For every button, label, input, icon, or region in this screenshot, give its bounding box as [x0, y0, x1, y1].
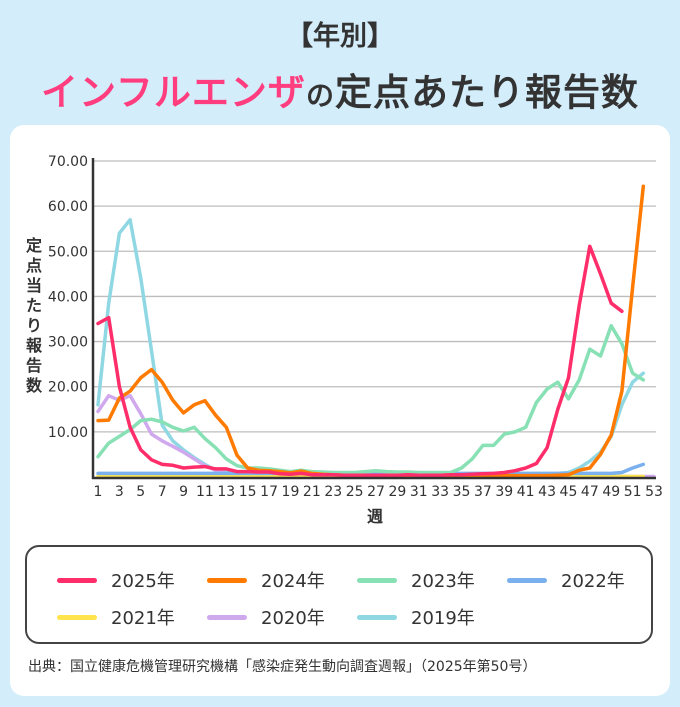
x-tick-label: 11: [196, 484, 214, 500]
x-axis-label: 週: [367, 507, 383, 526]
series-line-2023: [96, 324, 646, 475]
y-tick-label: 20.00: [48, 380, 88, 396]
x-tick-label: 23: [324, 484, 342, 500]
legend-label: 2023年: [411, 571, 475, 592]
x-tick-label: 15: [239, 484, 257, 500]
y-tick-label: 50.00: [48, 244, 88, 260]
x-tick-label: 9: [179, 484, 188, 500]
legend-swatch: [207, 577, 247, 583]
y-tick-label: 30.00: [48, 335, 88, 351]
chart-card: [10, 125, 670, 696]
legend-item: 2022年: [507, 567, 625, 593]
legend-item: 2020年: [207, 604, 325, 630]
legend-swatch: [357, 614, 397, 620]
x-tick-label: 17: [260, 484, 278, 500]
legend-item: 2023年: [357, 567, 475, 593]
x-tick-label: 25: [346, 484, 364, 500]
legend-label: 2021年: [111, 608, 175, 629]
x-tick-label: 53: [645, 484, 663, 500]
x-tick-label: 41: [517, 484, 535, 500]
legend: 2025年 2024年 2023年 2022年 2021年 2020年 2019年: [25, 545, 653, 644]
x-tick-label: 3: [115, 484, 124, 500]
series-line-2025: [96, 244, 624, 477]
x-tick-label: 13: [217, 484, 235, 500]
page-title: インフルエンザの定点あたり報告数: [0, 62, 680, 116]
x-tick-label: 7: [158, 484, 167, 500]
legend-swatch: [207, 614, 247, 620]
x-tick-label: 37: [474, 484, 492, 500]
legend-item: 2019年: [357, 604, 475, 630]
x-tick-label: 33: [431, 484, 449, 500]
legend-label: 2022年: [561, 571, 625, 592]
x-tick-label: 1: [94, 484, 103, 500]
title-rest: 定点あたり報告数: [334, 71, 639, 114]
legend-label: 2024年: [261, 571, 325, 592]
x-tick-label: 29: [388, 484, 406, 500]
legend-label: 2019年: [411, 608, 475, 629]
x-tick-label: 49: [602, 484, 620, 500]
source-note: 出典：国立健康危機管理研究機構「感染症発生動向調査週報」（2025年第50号）: [28, 659, 537, 675]
y-tick-label: 10.00: [48, 425, 88, 441]
x-tick-label: 43: [538, 484, 556, 500]
x-tick-label: 21: [303, 484, 321, 500]
y-axis-label: 定点当たり報告数: [25, 236, 42, 395]
title-highlight: インフルエンザ: [41, 71, 306, 114]
x-tick-label: 47: [581, 484, 599, 500]
x-tick-label: 51: [624, 484, 642, 500]
legend-swatch: [57, 577, 97, 583]
legend-swatch: [507, 577, 547, 583]
x-tick-label: 39: [495, 484, 513, 500]
legend-item: 2024年: [207, 567, 325, 593]
legend-item: 2025年: [57, 567, 175, 593]
x-tick-label: 27: [367, 484, 385, 500]
series-line-2019: [96, 217, 646, 478]
legend-label: 2020年: [261, 608, 325, 629]
x-tick-label: 35: [453, 484, 471, 500]
x-tick-label: 19: [282, 484, 300, 500]
title-particle: の: [305, 79, 335, 112]
legend-item: 2021年: [57, 604, 175, 630]
legend-label: 2025年: [111, 571, 175, 592]
x-tick-label: 31: [410, 484, 428, 500]
title-tag: 【年別】: [286, 21, 394, 52]
legend-swatch: [57, 614, 97, 620]
y-tick-label: 40.00: [48, 289, 88, 305]
x-tick-label: 45: [560, 484, 578, 500]
legend-swatch: [357, 577, 397, 583]
y-tick-label: 60.00: [48, 199, 88, 215]
x-tick-label: 5: [136, 484, 145, 500]
y-tick-label: 70.00: [48, 154, 88, 170]
series-line-2022: [96, 462, 646, 476]
